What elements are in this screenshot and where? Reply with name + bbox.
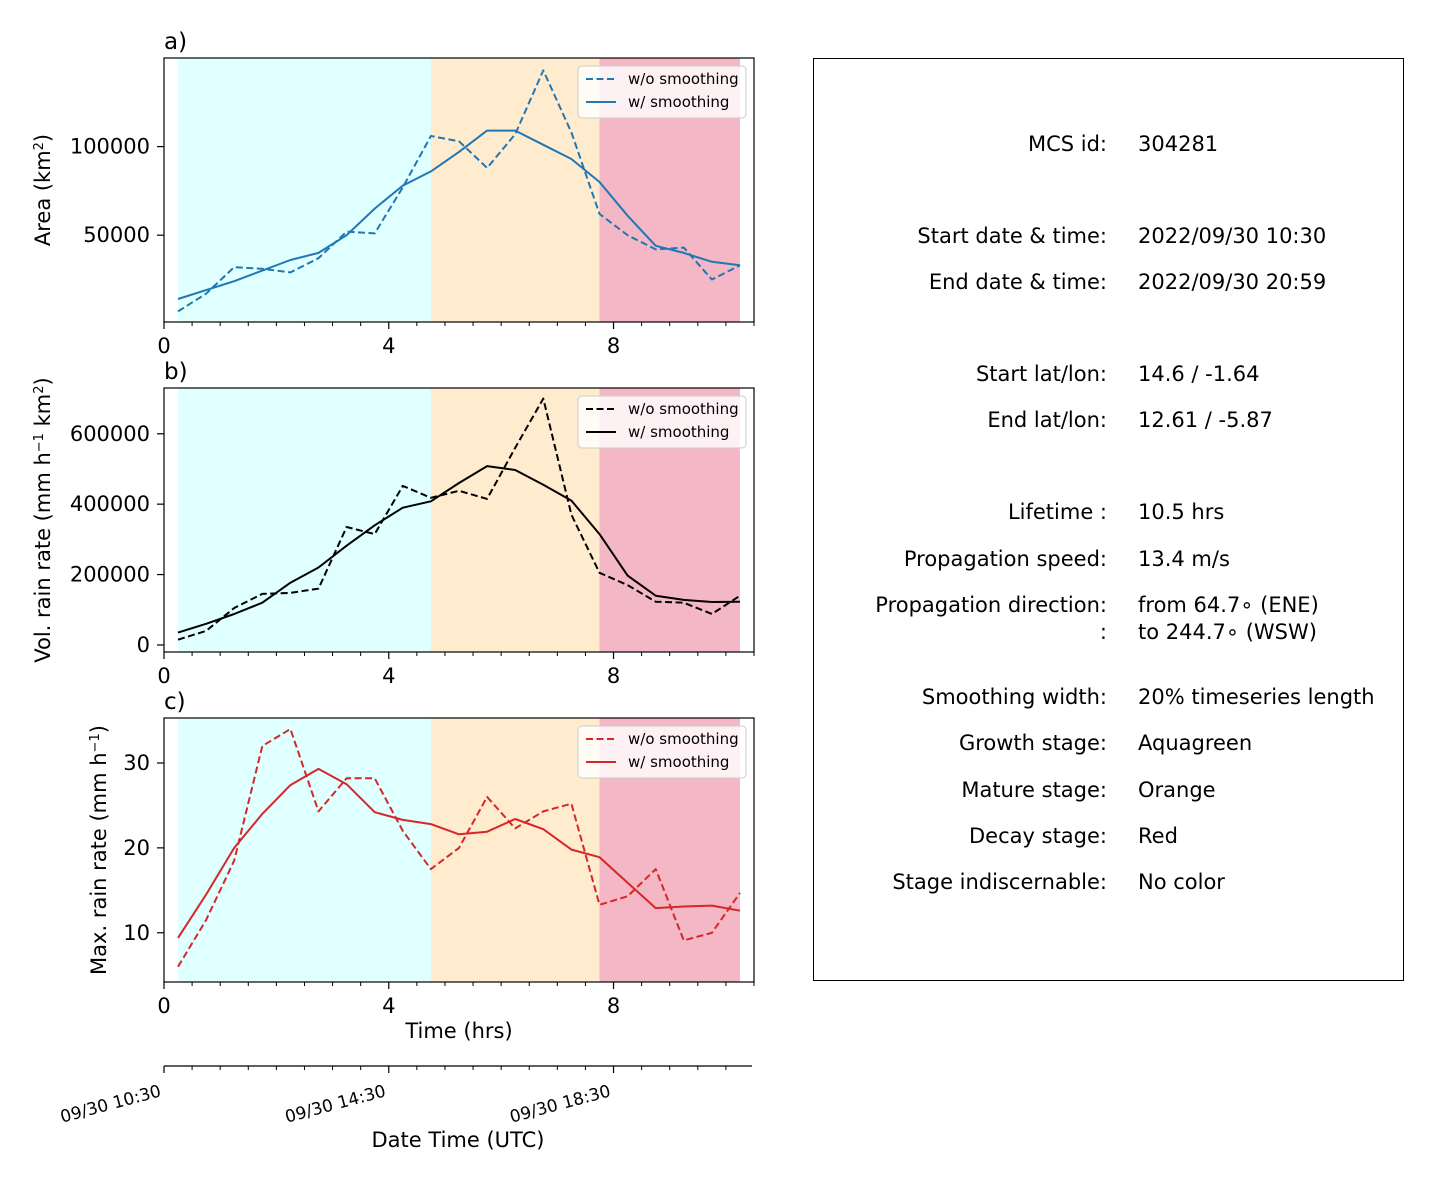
axes-frame [163,57,755,323]
speed-value: 13.4 m/s [1138,547,1230,571]
indiscernable-value: No color [1138,870,1225,894]
direction-to-label: : [1099,620,1107,644]
x-axis-label: Time (hrs) [404,1019,512,1043]
y-tick-label: 30 [123,751,150,775]
x-tick-label: 4 [382,994,395,1018]
stage-band-mature [430,388,600,652]
y-tick-label: 10 [123,921,150,945]
start-datetime-label: Start date & time: [917,224,1107,248]
x-tick-label: 8 [607,994,620,1018]
x-tick-label: 0 [157,664,170,688]
direction-to-value: to 244.7∘ (WSW) [1138,620,1317,644]
stage-band-mature [430,58,600,322]
x-tick-label: 8 [607,334,620,358]
start-latlon-value: 14.6 / -1.64 [1138,362,1260,386]
y-tick-label: 100000 [70,135,150,159]
stage-band-growth [178,718,431,982]
datetime-tick-label: 09/30 14:30 [283,1082,388,1128]
end-latlon-label: End lat/lon: [987,408,1107,432]
end-latlon-value: 12.61 / -5.87 [1138,408,1273,432]
panel-c: 0 4 8 10 20 30 c) Max. rain rate (mm h−1) Time (… [87,689,755,1043]
mcs-id-value: 304281 [1138,132,1219,156]
mature-value: Orange [1138,778,1216,802]
series-line-smoothed [177,767,741,939]
smoothing-label: Smoothing width: [921,685,1107,709]
series-line-smoothed [177,129,741,300]
legend-entry: w/o smoothing [628,730,739,748]
lifetime-label: Lifetime : [1007,500,1107,524]
mature-label: Mature stage: [961,778,1107,802]
datetime-tick-label: 09/30 18:30 [508,1082,613,1128]
legend-entry: w/ smoothing [628,93,729,111]
y-axis-label: Area (km2) [31,134,55,246]
start-latlon-label: Start lat/lon: [975,362,1107,386]
direction-value: from 64.7∘ (ENE) [1138,593,1319,617]
decay-label: Decay stage: [969,824,1107,848]
growth-value: Aquagreen [1138,731,1253,755]
legend-box [577,395,747,449]
y-tick-label: 400000 [70,492,150,516]
lifetime-value: 10.5 hrs [1138,500,1225,524]
y-tick-label: 600000 [70,422,150,446]
x-tick-label: 4 [382,334,395,358]
y-tick-label: 50000 [83,223,150,247]
panel-b: 0 4 8 0 200000 400000 600000 b) Vol. rain rate (… [31,359,755,688]
smoothing-value: 20% timeseries length [1138,685,1375,709]
direction-label: Propagation direction: [875,593,1107,617]
growth-label: Growth stage: [958,731,1107,755]
axes-frame [163,387,755,653]
x-tick-label: 4 [382,664,395,688]
datetime-tick-label: 09/30 10:30 [58,1082,163,1128]
info-panel: MCS id: 304281 Start date & time: 2022/0… [813,58,1404,981]
y-tick-label: 20 [123,836,150,860]
axes-frame [163,717,755,983]
y-axis-label: Max. rain rate (mm h−1) [87,725,111,975]
legend-entry: w/ smoothing [628,423,729,441]
indiscernable-label: Stage indiscernable: [892,870,1107,894]
panel-label: c) [164,689,186,715]
speed-label: Propagation speed: [903,547,1107,571]
end-datetime-label: End date & time: [928,270,1107,294]
legend-entry: w/o smoothing [628,400,739,418]
series-line-raw [177,69,741,313]
legend-box [577,65,747,119]
legend-entry: w/ smoothing [628,753,729,771]
legend-entry: w/o smoothing [628,70,739,88]
x-tick-label: 0 [157,994,170,1018]
datetime-axis-label: Date Time (UTC) [372,1128,545,1152]
stage-band-growth [178,58,431,322]
y-tick-label: 0 [137,633,150,657]
y-axis-label: Vol. rain rate (mm h−1 km2) [31,377,55,662]
panel-a: 0 4 8 50000 100000 a) Area (km2) w/o smoothing w… [31,29,755,358]
panel-label: b) [164,359,188,385]
stage-band-growth [178,388,431,652]
series-line-smoothed [177,465,741,634]
series-line-raw [177,397,741,641]
x-tick-label: 8 [607,664,620,688]
legend-box [577,725,747,779]
y-tick-label: 200000 [70,563,150,587]
mcs-id-label: MCS id: [1027,132,1107,156]
panel-label: a) [164,29,187,55]
x-tick-label: 0 [157,334,170,358]
start-datetime-value: 2022/09/30 10:30 [1138,224,1327,248]
series-line-raw [177,728,741,968]
end-datetime-value: 2022/09/30 20:59 [1138,270,1327,294]
decay-value: Red [1138,824,1178,848]
